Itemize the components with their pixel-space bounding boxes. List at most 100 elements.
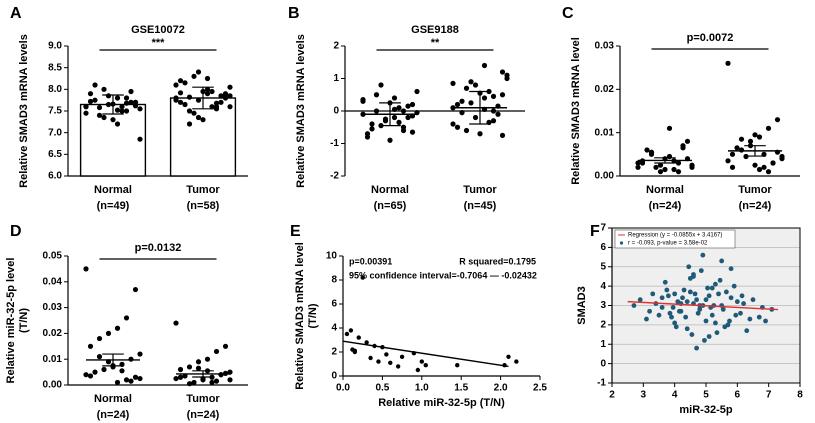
data-point: [200, 117, 206, 123]
data-point: [727, 318, 732, 324]
data-point: [747, 316, 753, 322]
data-point: [128, 99, 134, 105]
data-point: [697, 306, 703, 312]
data-point: [703, 297, 709, 303]
data-point: [472, 114, 479, 121]
legend-swatch: [619, 241, 624, 245]
data-point: [96, 335, 103, 342]
data-point: [687, 275, 693, 281]
y-axis-label: Relative miR-32-5p level: [5, 258, 17, 384]
data-point: [119, 104, 125, 110]
y-tick-label: 9.0: [48, 41, 62, 52]
data-point: [738, 136, 745, 142]
legend-label: r = -0.093, p-value = 3.58e-02: [628, 241, 708, 247]
x-tick-label: 0.5: [375, 383, 389, 394]
y-axis-label: Relative SMAD3 mRNA level: [294, 242, 306, 390]
data-point: [128, 378, 134, 384]
data-point: [92, 97, 98, 103]
data-point: [709, 312, 715, 318]
data-point: [728, 266, 734, 272]
data-point: [105, 93, 112, 99]
data-point: [675, 299, 681, 305]
data-point: [659, 305, 665, 310]
legend-label: Regression (y = -0.0855x + 3.4167): [628, 233, 722, 239]
data-point: [195, 69, 202, 75]
data-point: [706, 293, 712, 299]
y-tick-label: 0.00: [43, 380, 63, 391]
data-point: [396, 119, 402, 125]
data-point: [114, 325, 121, 331]
data-point: [186, 381, 193, 387]
data-point: [209, 379, 215, 386]
data-point: [725, 60, 731, 66]
data-point: [101, 114, 107, 121]
data-point: [765, 169, 772, 175]
regression-line: [342, 340, 509, 368]
data-point: [644, 147, 650, 153]
data-point: [477, 131, 483, 137]
data-point: [391, 106, 398, 112]
x-tick-note: (n=49): [97, 200, 130, 212]
data-point: [83, 266, 89, 272]
data-point: [686, 264, 692, 270]
data-point: [725, 322, 731, 328]
y-tick-label: 3: [600, 300, 606, 311]
data-point: [514, 359, 519, 364]
data-point: [499, 69, 506, 75]
data-point: [87, 373, 94, 379]
annotation: p=0.00391: [349, 256, 392, 266]
data-point: [684, 138, 691, 144]
data-point: [384, 352, 389, 357]
data-point: [405, 114, 411, 121]
significance-label: p=0.0132: [135, 242, 182, 254]
data-point: [128, 88, 134, 95]
data-point: [695, 310, 701, 316]
y-tick-label: -1: [597, 378, 606, 389]
data-point: [756, 134, 763, 140]
data-point: [702, 337, 707, 343]
data-point: [415, 367, 421, 373]
data-point: [750, 297, 756, 303]
data-point: [691, 272, 696, 277]
data-point: [747, 138, 754, 144]
data-point: [684, 299, 690, 305]
panel-letter: B: [288, 5, 300, 22]
y-tick-label: 0.04: [43, 276, 63, 287]
data-point: [713, 320, 718, 326]
data-point: [647, 308, 652, 314]
data-point: [395, 364, 401, 369]
panel-letter: A: [10, 5, 22, 22]
data-point: [687, 289, 693, 295]
data-point: [400, 108, 407, 114]
data-point: [376, 359, 381, 364]
y-tick-label: 0: [600, 358, 606, 369]
data-point: [132, 374, 139, 380]
data-point: [204, 75, 211, 82]
data-point: [191, 110, 197, 116]
data-point: [734, 299, 740, 305]
y-tick-label: 8: [331, 275, 337, 286]
panel: C 0.00 0.01 0.02 0.03 Relative SMAD3 mRNA lev…: [562, 5, 800, 212]
data-point: [92, 369, 98, 375]
data-point: [114, 95, 121, 101]
data-point: [729, 164, 736, 170]
x-tick-label: 3: [641, 390, 647, 401]
data-point: [662, 279, 668, 285]
data-point: [666, 125, 673, 131]
data-point: [463, 85, 470, 91]
y-tick-label: 6: [600, 242, 606, 253]
data-point: [399, 354, 405, 359]
data-point: [378, 82, 384, 88]
x-tick-label: Normal: [646, 184, 684, 196]
data-point: [391, 95, 398, 101]
x-tick-label: 1.5: [454, 383, 468, 394]
data-point: [450, 121, 456, 127]
annotation: R squared=0.1795: [459, 256, 536, 266]
data-point: [218, 99, 224, 105]
data-point: [657, 162, 664, 168]
data-point: [639, 160, 646, 166]
y-tick-label: 0.02: [595, 84, 615, 95]
data-point: [96, 354, 103, 360]
y-tick-label: 0.03: [595, 41, 615, 52]
data-point: [733, 312, 739, 318]
